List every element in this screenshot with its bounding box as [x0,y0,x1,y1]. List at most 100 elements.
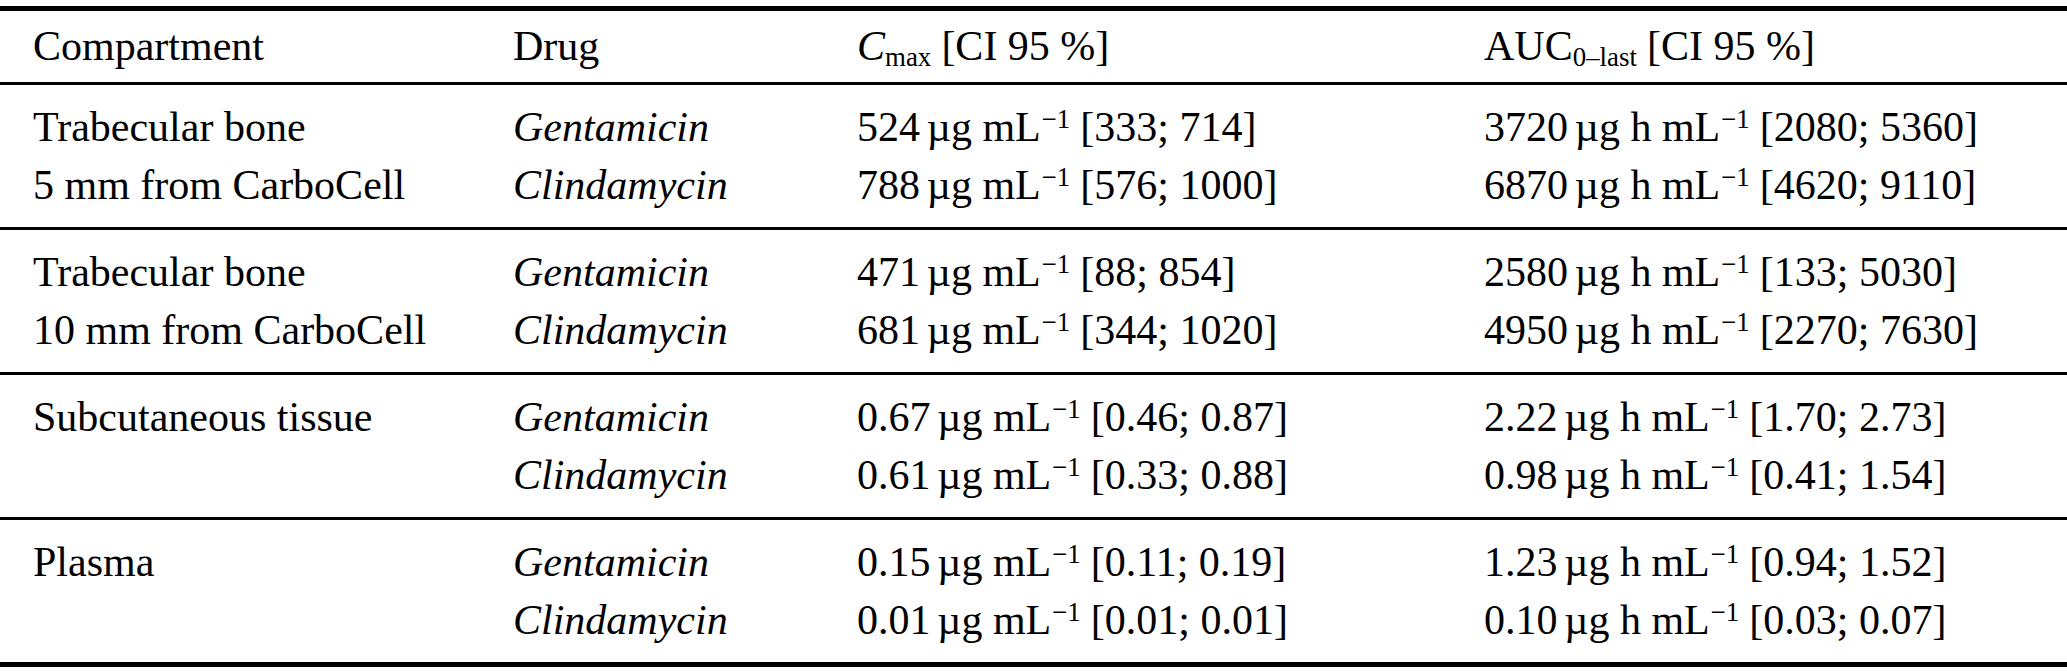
cmax-unit: µg mL [927,249,1041,295]
auc-exponent: −1 [1711,597,1740,627]
drug-cell: Gentamicin [513,98,857,156]
cmax-unit: µg mL [927,104,1041,150]
cmax-cell: 471µg mL−1 [88; 854] [857,243,1484,301]
compartment-cell: Trabecular bone [33,98,513,156]
cmax-unit: µg mL [937,394,1051,440]
cmax-value: 0.67 [857,394,931,440]
cmax-value: 788 [857,162,920,208]
drug-cell: Clindamycin [513,591,857,649]
cmax-confidence-interval: [0.46; 0.87] [1091,394,1288,440]
cmax-value: 0.01 [857,597,931,643]
cmax-symbol: C [857,23,885,69]
auc-unit: µg h mL [1575,307,1721,353]
compartment-cell [33,591,513,649]
compartment-cell: 10 mm from CarboCell [33,301,513,359]
auc-unit: µg h mL [1564,452,1710,498]
compartment-cell: Plasma [33,533,513,591]
auc-confidence-interval: [133; 5030] [1760,249,1957,295]
cmax-confidence-interval: [333; 714] [1080,104,1256,150]
cmax-ci-label: [CI 95 %] [941,23,1109,69]
auc-cell: 2.22µg h mL−1[1.70; 2.73] [1484,388,2067,446]
cmax-value: 0.15 [857,539,931,585]
column-header-cmax: Cmax [CI 95 %] [857,11,1484,82]
auc-value: 4950 [1484,307,1568,353]
table-group: Plasma Gentamicin 0.15µg mL−1[0.11; 0.19… [0,520,2067,667]
auc-value: 0.98 [1484,452,1558,498]
cmax-cell: 0.15µg mL−1[0.11; 0.19] [857,533,1484,591]
cmax-subscript: max [885,42,931,72]
table-group: Trabecular bone Gentamicin 524µg mL−1[33… [0,85,2067,230]
cmax-value: 471 [857,249,920,295]
drug-cell: Clindamycin [513,446,857,504]
auc-unit: µg h mL [1575,104,1721,150]
auc-cell: 1.23µg h mL−1[0.94; 1.52] [1484,533,2067,591]
cmax-exponent: −1 [1042,249,1071,279]
drug-cell: Gentamicin [513,243,857,301]
drug-cell: Clindamycin [513,301,857,359]
auc-confidence-interval: [0.94; 1.52] [1749,539,1946,585]
pharmacokinetics-table: Compartment Drug Cmax[CI 95 %] AUC0–last… [0,6,2067,667]
drug-cell: Gentamicin [513,388,857,446]
compartment-cell: Trabecular bone [33,243,513,301]
auc-unit: µg h mL [1564,394,1710,440]
auc-exponent: −1 [1721,249,1750,279]
auc-unit: µg h mL [1564,597,1710,643]
cmax-cell: 681µg mL−1 [344; 1020] [857,301,1484,359]
cmax-cell: 0.61µg mL−1 [0.33; 0.88] [857,446,1484,504]
table-group: Subcutaneous tissue Gentamicin 0.67µg mL… [0,375,2067,520]
cmax-unit: µg mL [937,597,1051,643]
cmax-exponent: −1 [1052,452,1081,482]
drug-cell: Gentamicin [513,533,857,591]
cmax-confidence-interval: [0.11; 0.19] [1091,539,1287,585]
auc-value: 0.10 [1484,597,1558,643]
cmax-confidence-interval: [0.33; 0.88] [1091,452,1288,498]
compartment-cell: 5 mm from CarboCell [33,156,513,214]
cmax-unit: µg mL [937,452,1051,498]
auc-value: 2.22 [1484,394,1558,440]
auc-value: 2580 [1484,249,1568,295]
auc-confidence-interval: [0.41; 1.54] [1749,452,1946,498]
auc-cell: 3720µg h mL−1 [2080; 5360] [1484,98,2067,156]
auc-exponent: −1 [1721,104,1750,134]
auc-symbol: AUC [1484,23,1573,69]
table-row: Subcutaneous tissue Gentamicin 0.67µg mL… [0,388,2067,446]
auc-exponent: −1 [1721,307,1750,337]
column-header-auc: AUC0–last[CI 95 %] [1484,11,2067,82]
cmax-unit: µg mL [927,307,1041,353]
table-row: Trabecular bone Gentamicin 524µg mL −1 [33… [0,98,2067,156]
cmax-unit: µg mL [927,162,1041,208]
table-row: 5 mm from CarboCell Clindamycin 788µg mL… [0,156,2067,214]
auc-value: 3720 [1484,104,1568,150]
cmax-exponent: −1 [1052,597,1081,627]
column-header-drug: Drug [513,11,857,82]
auc-cell: 6870µg h mL−1[4620; 9110] [1484,156,2067,214]
cmax-exponent: −1 [1052,394,1081,424]
auc-exponent: −1 [1711,452,1740,482]
auc-cell: 2580µg h mL−1[133; 5030] [1484,243,2067,301]
auc-cell: 0.10µg h mL−1 [0.03; 0.07] [1484,591,2067,649]
auc-exponent: −1 [1711,394,1740,424]
auc-confidence-interval: [2080; 5360] [1760,104,1978,150]
cmax-cell: 788µg mL−1[576; 1000] [857,156,1484,214]
table-row: Trabecular bone Gentamicin 471µg mL−1[88… [0,243,2067,301]
cmax-exponent: −1 [1042,162,1071,192]
auc-cell: 0.98µg h mL−1 [0.41; 1.54] [1484,446,2067,504]
auc-exponent: −1 [1721,162,1750,192]
cmax-confidence-interval: [0.01; 0.01] [1091,597,1288,643]
cmax-confidence-interval: [88; 854] [1080,249,1235,295]
table-row: Clindamycin 0.01µg mL−1[0.01; 0.01] 0.10… [0,591,2067,649]
cmax-confidence-interval: [344; 1020] [1080,307,1277,353]
table-header-row: Compartment Drug Cmax[CI 95 %] AUC0–last… [0,11,2067,85]
auc-value: 1.23 [1484,539,1558,585]
cmax-value: 681 [857,307,920,353]
cmax-exponent: −1 [1052,539,1081,569]
cmax-value: 524 [857,104,920,150]
auc-exponent: −1 [1711,539,1740,569]
auc-cell: 4950µg h mL−1[2270; 7630] [1484,301,2067,359]
auc-confidence-interval: [0.03; 0.07] [1749,597,1946,643]
cmax-cell: 0.01µg mL−1 [0.01; 0.01] [857,591,1484,649]
cmax-value: 0.61 [857,452,931,498]
auc-ci-label: [CI 95 %] [1647,23,1815,69]
cmax-exponent: −1 [1042,307,1071,337]
page: Compartment Drug Cmax[CI 95 %] AUC0–last… [0,0,2067,671]
